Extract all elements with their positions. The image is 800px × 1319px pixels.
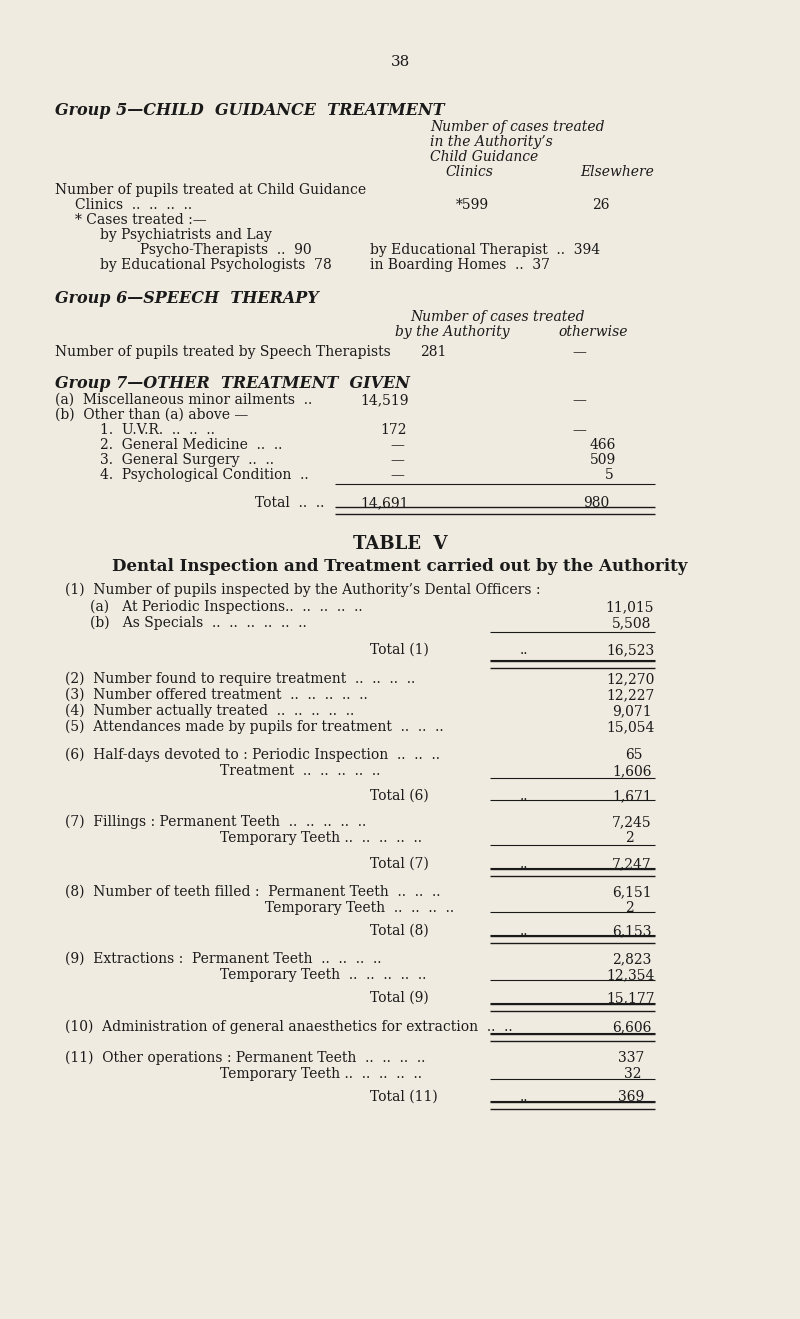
Text: Group 5—CHILD  GUIDANCE  TREATMENT: Group 5—CHILD GUIDANCE TREATMENT: [55, 102, 445, 119]
Text: by the Authority: by the Authority: [395, 324, 510, 339]
Text: Total (11): Total (11): [370, 1089, 438, 1104]
Text: Psycho-Therapists  ..  90: Psycho-Therapists .. 90: [140, 243, 312, 257]
Text: 6,606: 6,606: [612, 1020, 651, 1034]
Text: TABLE  V: TABLE V: [353, 536, 447, 553]
Text: (4)  Number actually treated  ..  ..  ..  ..  ..: (4) Number actually treated .. .. .. .. …: [65, 704, 354, 719]
Text: 2: 2: [625, 831, 634, 845]
Text: ..: ..: [520, 1089, 529, 1104]
Text: Dental Inspection and Treatment carried out by the Authority: Dental Inspection and Treatment carried …: [112, 558, 688, 575]
Text: Clinics: Clinics: [445, 165, 493, 179]
Text: (3)  Number offered treatment  ..  ..  ..  ..  ..: (3) Number offered treatment .. .. .. ..…: [65, 689, 368, 702]
Text: (8)  Number of teeth filled :  Permanent Teeth  ..  ..  ..: (8) Number of teeth filled : Permanent T…: [65, 885, 441, 900]
Text: Total (7): Total (7): [370, 857, 429, 871]
Text: Temporary Teeth ..  ..  ..  ..  ..: Temporary Teeth .. .. .. .. ..: [220, 831, 422, 845]
Text: 15,054: 15,054: [606, 720, 654, 733]
Text: —: —: [572, 393, 586, 408]
Text: 5,508: 5,508: [612, 616, 651, 630]
Text: Treatment  ..  ..  ..  ..  ..: Treatment .. .. .. .. ..: [220, 764, 380, 778]
Text: Total (8): Total (8): [370, 925, 429, 938]
Text: Total  ..  ..: Total .. ..: [255, 496, 324, 510]
Text: 509: 509: [590, 452, 616, 467]
Text: 16,523: 16,523: [606, 642, 654, 657]
Text: Number of pupils treated at Child Guidance: Number of pupils treated at Child Guidan…: [55, 183, 366, 197]
Text: (11)  Other operations : Permanent Teeth  ..  ..  ..  ..: (11) Other operations : Permanent Teeth …: [65, 1051, 426, 1066]
Text: Number of pupils treated by Speech Therapists: Number of pupils treated by Speech Thera…: [55, 346, 390, 359]
Text: Total (6): Total (6): [370, 789, 429, 803]
Text: by Educational Psychologists  78: by Educational Psychologists 78: [100, 259, 332, 272]
Text: 337: 337: [618, 1051, 644, 1064]
Text: 9,071: 9,071: [612, 704, 652, 718]
Text: Group 6—SPEECH  THERAPY: Group 6—SPEECH THERAPY: [55, 290, 318, 307]
Text: 2,823: 2,823: [612, 952, 651, 966]
Text: *599: *599: [456, 198, 489, 212]
Text: (b)   As Specials  ..  ..  ..  ..  ..  ..: (b) As Specials .. .. .. .. .. ..: [90, 616, 306, 630]
Text: Elsewhere: Elsewhere: [580, 165, 654, 179]
Text: (7)  Fillings : Permanent Teeth  ..  ..  ..  ..  ..: (7) Fillings : Permanent Teeth .. .. .. …: [65, 815, 366, 830]
Text: 12,270: 12,270: [606, 671, 654, 686]
Text: 14,519: 14,519: [360, 393, 409, 408]
Text: —: —: [390, 452, 404, 467]
Text: 5: 5: [605, 468, 614, 481]
Text: 4.  Psychological Condition  ..: 4. Psychological Condition ..: [100, 468, 309, 481]
Text: Child Guidance: Child Guidance: [430, 150, 538, 164]
Text: 1.  U.V.R.  ..  ..  ..: 1. U.V.R. .. .. ..: [100, 423, 215, 437]
Text: 281: 281: [420, 346, 446, 359]
Text: 26: 26: [592, 198, 610, 212]
Text: 12,354: 12,354: [606, 968, 654, 983]
Text: 65: 65: [625, 748, 642, 762]
Text: —: —: [390, 438, 404, 452]
Text: (10)  Administration of general anaesthetics for extraction  ..  ..: (10) Administration of general anaesthet…: [65, 1020, 513, 1034]
Text: Temporary Teeth  ..  ..  ..  ..: Temporary Teeth .. .. .. ..: [265, 901, 454, 915]
Text: (a)   At Periodic Inspections..  ..  ..  ..  ..: (a) At Periodic Inspections.. .. .. .. .…: [90, 600, 362, 615]
Text: (2)  Number found to require treatment  ..  ..  ..  ..: (2) Number found to require treatment ..…: [65, 671, 415, 686]
Text: 369: 369: [618, 1089, 644, 1104]
Text: 7,245: 7,245: [612, 815, 652, 830]
Text: (1)  Number of pupils inspected by the Authority’s Dental Officers :: (1) Number of pupils inspected by the Au…: [65, 583, 541, 598]
Text: —: —: [572, 423, 586, 437]
Text: 11,015: 11,015: [605, 600, 654, 615]
Text: (9)  Extractions :  Permanent Teeth  ..  ..  ..  ..: (9) Extractions : Permanent Teeth .. .. …: [65, 952, 382, 966]
Text: 1,606: 1,606: [612, 764, 651, 778]
Text: 466: 466: [590, 438, 616, 452]
Text: ..: ..: [520, 857, 529, 871]
Text: by Educational Therapist  ..  394: by Educational Therapist .. 394: [370, 243, 600, 257]
Text: (a)  Miscellaneous minor ailments  ..: (a) Miscellaneous minor ailments ..: [55, 393, 312, 408]
Text: 7,247: 7,247: [612, 857, 652, 871]
Text: (b)  Other than (a) above —: (b) Other than (a) above —: [55, 408, 248, 422]
Text: 980: 980: [583, 496, 610, 510]
Text: 6,153: 6,153: [612, 925, 651, 938]
Text: Total (9): Total (9): [370, 991, 429, 1005]
Text: 14,691: 14,691: [360, 496, 409, 510]
Text: 6,151: 6,151: [612, 885, 652, 900]
Text: otherwise: otherwise: [558, 324, 627, 339]
Text: (5)  Attendances made by pupils for treatment  ..  ..  ..: (5) Attendances made by pupils for treat…: [65, 720, 444, 735]
Text: ..: ..: [520, 789, 529, 803]
Text: Temporary Teeth  ..  ..  ..  ..  ..: Temporary Teeth .. .. .. .. ..: [220, 968, 426, 983]
Text: ..: ..: [520, 925, 529, 938]
Text: Number of cases treated: Number of cases treated: [410, 310, 585, 324]
Text: 172: 172: [380, 423, 406, 437]
Text: Number of cases treated: Number of cases treated: [430, 120, 605, 135]
Text: 32: 32: [624, 1067, 642, 1082]
Text: Temporary Teeth ..  ..  ..  ..  ..: Temporary Teeth .. .. .. .. ..: [220, 1067, 422, 1082]
Text: (6)  Half-days devoted to : Periodic Inspection  ..  ..  ..: (6) Half-days devoted to : Periodic Insp…: [65, 748, 440, 762]
Text: 1,671: 1,671: [612, 789, 652, 803]
Text: in Boarding Homes  ..  37: in Boarding Homes .. 37: [370, 259, 550, 272]
Text: —: —: [390, 468, 404, 481]
Text: by Psychiatrists and Lay: by Psychiatrists and Lay: [100, 228, 272, 241]
Text: 15,177: 15,177: [606, 991, 654, 1005]
Text: 38: 38: [390, 55, 410, 69]
Text: 2.  General Medicine  ..  ..: 2. General Medicine .. ..: [100, 438, 282, 452]
Text: in the Authority’s: in the Authority’s: [430, 135, 553, 149]
Text: —: —: [572, 346, 586, 359]
Text: 3.  General Surgery  ..  ..: 3. General Surgery .. ..: [100, 452, 274, 467]
Text: ..: ..: [520, 642, 529, 657]
Text: 12,227: 12,227: [606, 689, 654, 702]
Text: 2: 2: [625, 901, 634, 915]
Text: * Cases treated :—: * Cases treated :—: [75, 212, 206, 227]
Text: Clinics  ..  ..  ..  ..: Clinics .. .. .. ..: [75, 198, 192, 212]
Text: Total (1): Total (1): [370, 642, 429, 657]
Text: Group 7—OTHER  TREATMENT  GIVEN: Group 7—OTHER TREATMENT GIVEN: [55, 375, 410, 392]
